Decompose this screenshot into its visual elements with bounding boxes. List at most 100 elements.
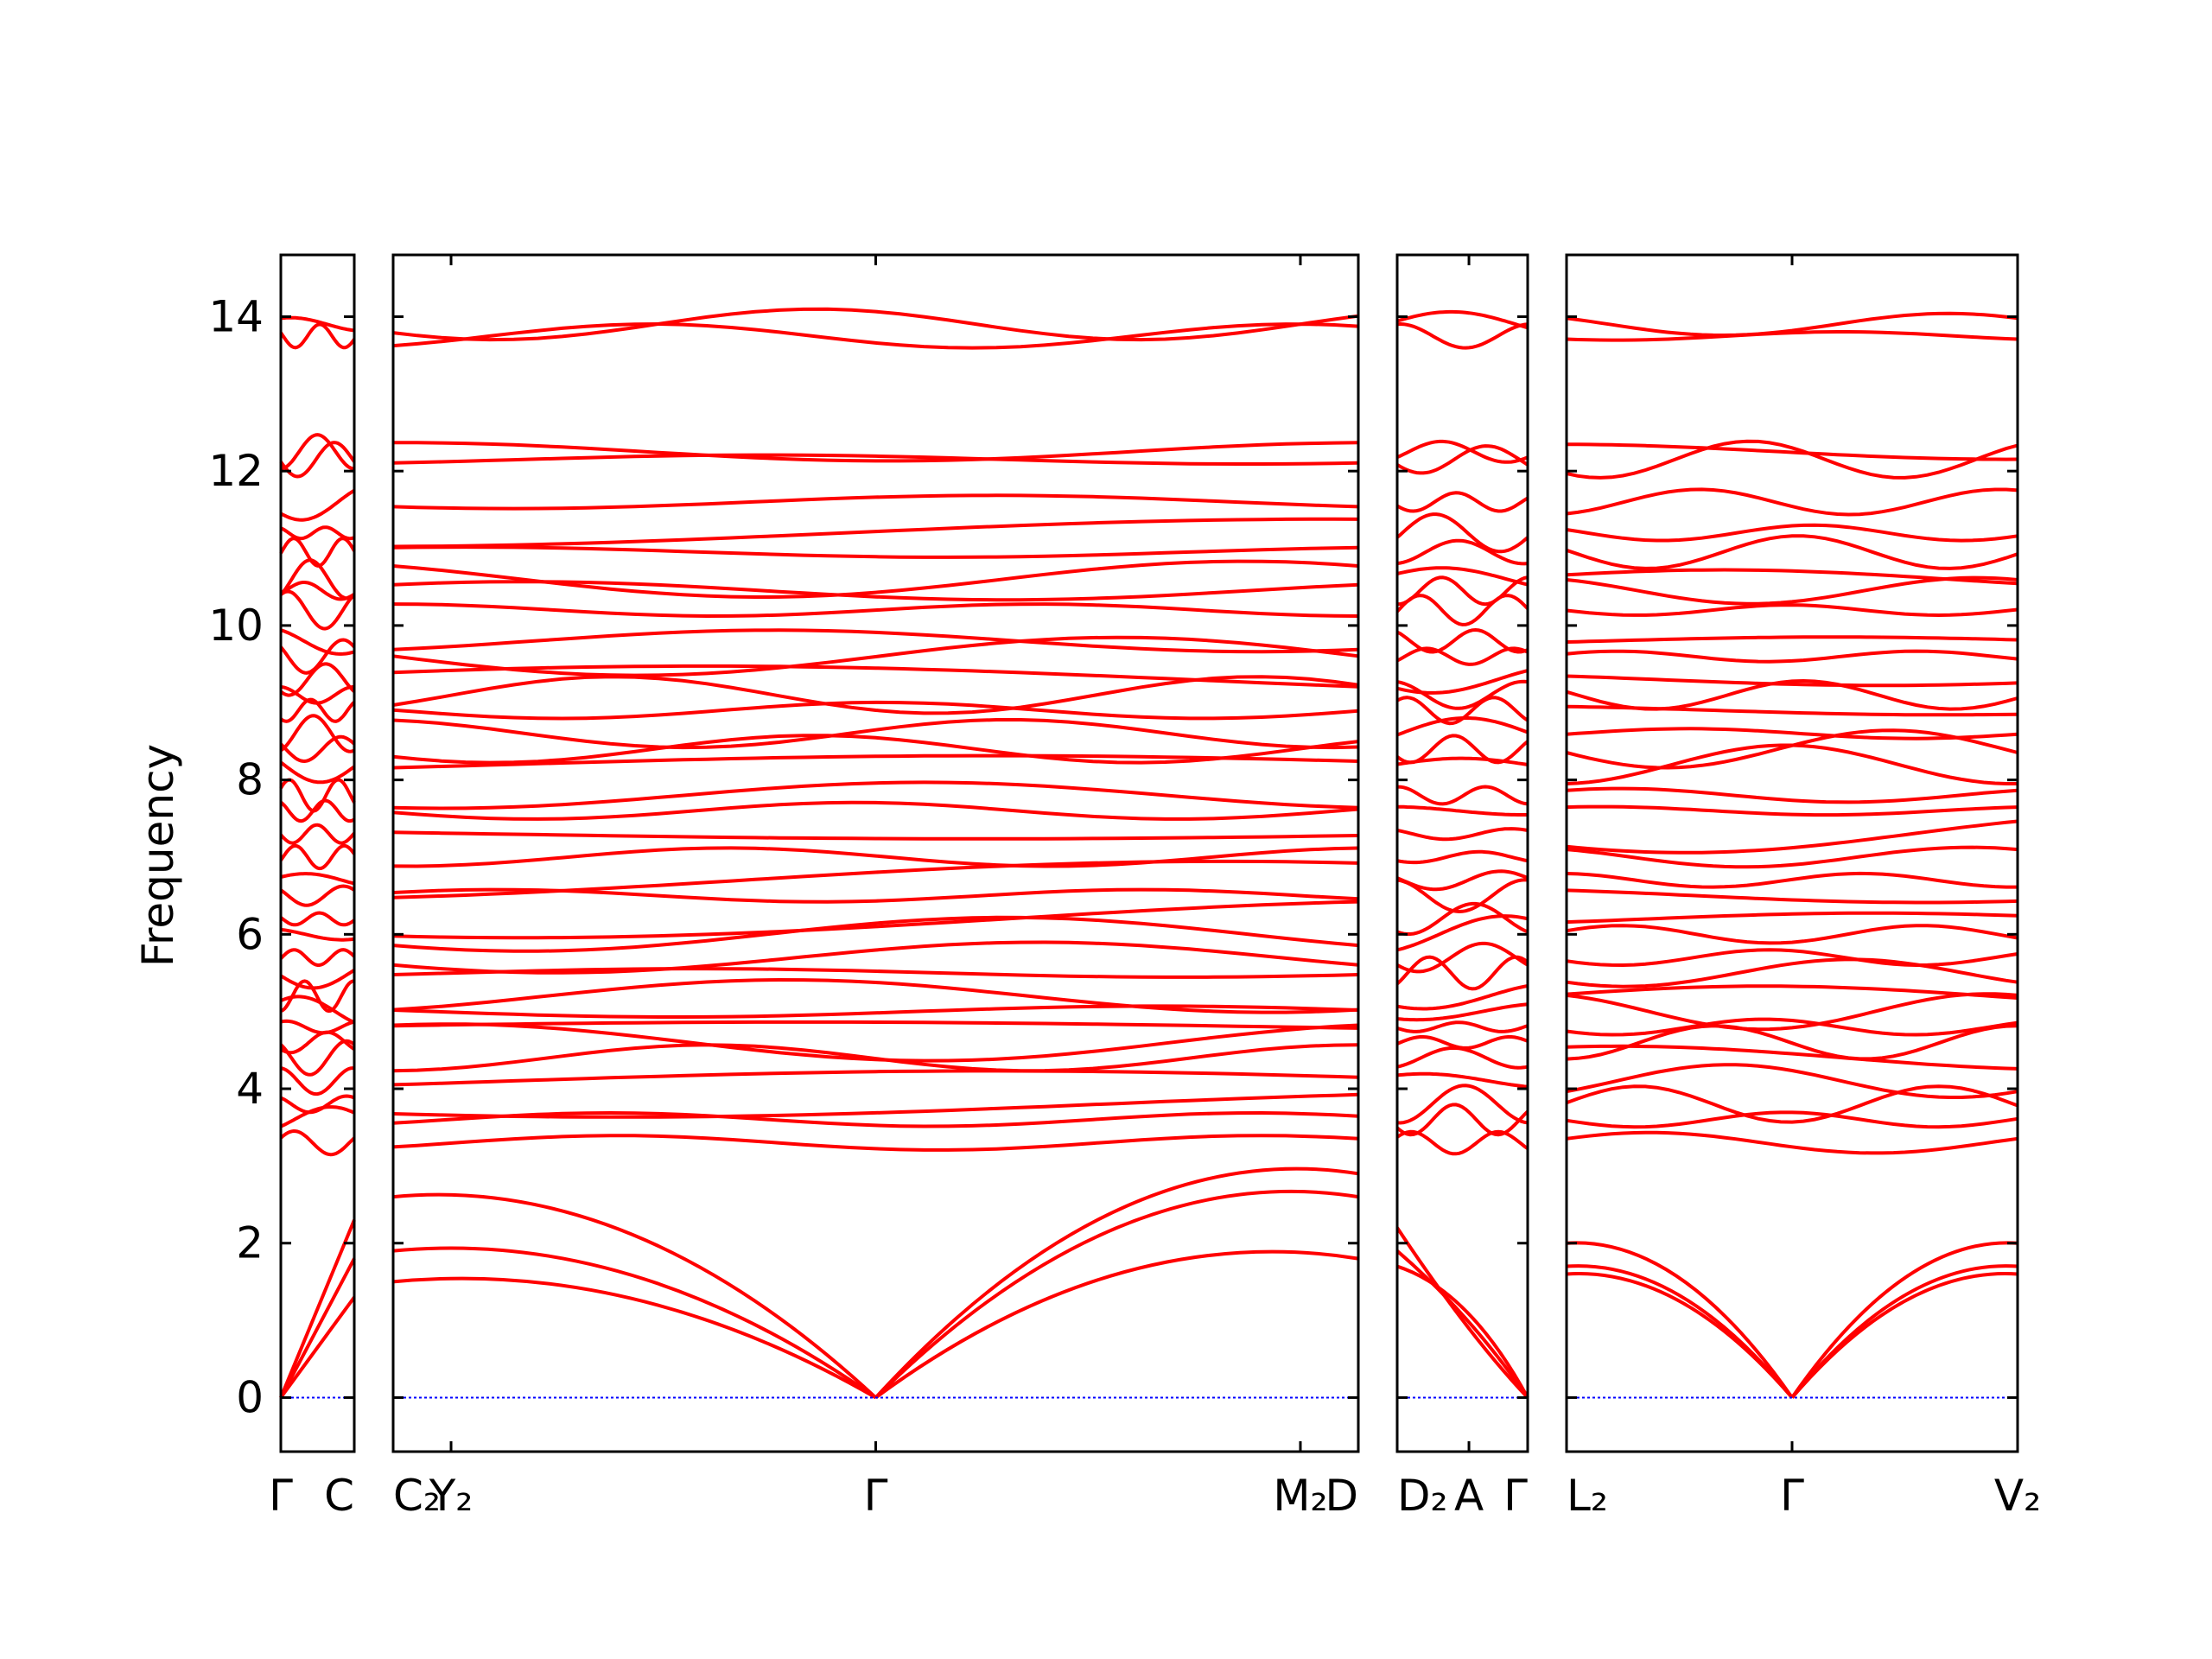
band-line [1566, 845, 2018, 869]
acoustic-branch [1790, 1271, 2018, 1399]
band-line [392, 1092, 1359, 1119]
band-line [1566, 1063, 2018, 1099]
band-line [1396, 1020, 1529, 1033]
acoustic-branch [1395, 1249, 1529, 1399]
band-line [279, 911, 356, 927]
band-line [392, 915, 1359, 953]
acoustic-branch [1790, 1264, 2018, 1399]
band-line [1566, 911, 2018, 925]
band-line [392, 321, 1359, 350]
band-line [393, 441, 1359, 463]
y-tick-label: 0 [236, 1372, 264, 1422]
band-line [1396, 849, 1529, 865]
panel-1-bands [279, 315, 356, 1157]
band-line [279, 823, 356, 845]
band-line [1566, 957, 2018, 988]
band-line [1566, 330, 2018, 342]
band-line [392, 628, 1359, 654]
x-tick-label: M₂ [1273, 1471, 1327, 1521]
band-line [1566, 603, 2018, 618]
band-line [392, 545, 1359, 559]
band-line [1396, 627, 1529, 654]
band-line [1566, 871, 2018, 889]
band-line [1566, 704, 2018, 717]
x-tick-label: D [1325, 1471, 1358, 1521]
band-line [280, 872, 355, 886]
band-line [1396, 1084, 1529, 1125]
acoustic-branch [874, 1189, 1359, 1399]
band-line [392, 700, 1359, 721]
band-line [279, 558, 356, 601]
band-line [279, 581, 356, 601]
band-line [392, 800, 1359, 821]
panel-frame [1395, 253, 1529, 1453]
band-line [1566, 948, 2018, 968]
band-line [392, 1110, 1359, 1128]
band-line [1566, 1130, 2018, 1155]
band-line [279, 948, 356, 967]
y-tick-label: 2 [236, 1218, 264, 1268]
band-line [279, 778, 356, 813]
y-tick-label: 10 [208, 601, 264, 651]
band-line [280, 1019, 355, 1035]
x-tick-label: Γ [864, 1471, 888, 1521]
band-line [1396, 785, 1529, 806]
x-tick-label: Γ [1780, 1471, 1804, 1521]
band-line [279, 662, 356, 697]
band-line [279, 760, 356, 785]
acoustic-branch [1566, 1271, 1794, 1399]
band-line [1396, 566, 1529, 587]
band-line [392, 1043, 1359, 1073]
panel-2-acoustic [392, 1166, 1359, 1400]
band-line [392, 307, 1359, 342]
band-line [1396, 804, 1528, 817]
band-line [279, 734, 356, 764]
acoustic-branch [1396, 1264, 1529, 1399]
band-line [1396, 309, 1529, 330]
panel-2-bands [392, 307, 1359, 1152]
band-line [279, 441, 356, 479]
band-line [280, 315, 355, 333]
band-line [1566, 924, 2018, 945]
band-line [1396, 984, 1529, 1011]
band-line [1396, 1071, 1529, 1089]
acoustic-branch [1566, 1264, 1794, 1399]
band-line [1566, 743, 2018, 785]
band-line [1396, 901, 1529, 936]
band-line [1566, 487, 2018, 517]
band-line [1566, 1044, 2018, 1071]
acoustic-branch [874, 1249, 1359, 1400]
band-line [1566, 534, 2018, 570]
band-line [392, 887, 1359, 904]
band-line [392, 675, 1359, 715]
band-line [280, 1066, 354, 1096]
band-line [392, 580, 1359, 602]
band-line [392, 846, 1359, 868]
y-tick-label: 12 [208, 446, 264, 496]
band-line [1396, 439, 1529, 464]
band-line [1566, 727, 2018, 741]
band-line [1566, 888, 2018, 905]
panel-3-acoustic [1395, 1226, 1529, 1399]
x-tick-label: L₂ [1567, 1471, 1608, 1521]
band-line [392, 977, 1359, 1014]
band-line [392, 780, 1359, 810]
acoustic-branch [279, 1257, 356, 1399]
band-line [280, 995, 355, 1025]
band-line [1395, 444, 1529, 475]
band-line [1396, 827, 1529, 842]
band-line [1566, 1110, 2018, 1129]
band-line [1567, 442, 2018, 461]
band-line [392, 718, 1359, 750]
band-line [1566, 674, 2018, 688]
band-line [1396, 756, 1529, 766]
band-line [1566, 804, 2018, 817]
band-line [392, 1134, 1359, 1152]
band-line [1566, 1017, 2018, 1037]
band-line [1396, 941, 1529, 974]
band-line [279, 714, 355, 753]
band-line [392, 664, 1359, 689]
panel-3-bands [1395, 309, 1529, 1156]
band-line [1396, 1035, 1529, 1050]
